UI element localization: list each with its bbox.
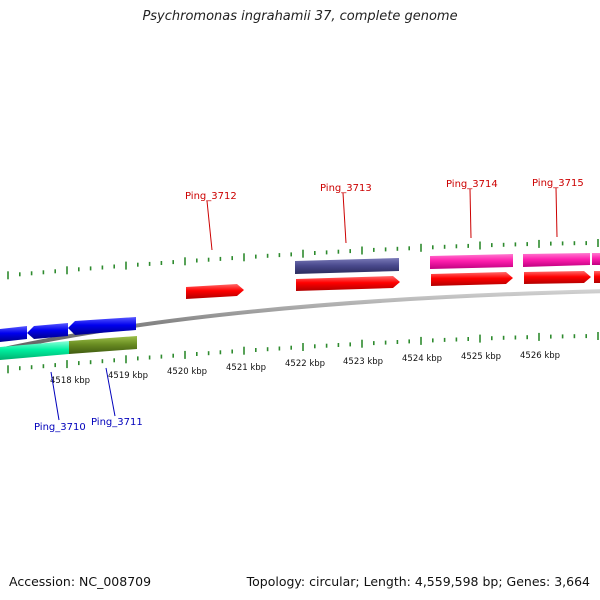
cds-arrow-ping-3715[interactable] (524, 271, 591, 284)
kbp-label: 4520 kbp (167, 367, 207, 377)
leader-line-ping-3712 (206, 200, 213, 251)
olive-feature-bar[interactable] (69, 336, 137, 354)
gene-labels: Ping_3712 Ping_3713 Ping_3714 Ping_3715 … (34, 178, 584, 433)
kbp-label: 4526 kbp (520, 351, 560, 361)
cds-arrow-ping-3714[interactable] (431, 272, 513, 286)
gene-label-ping-3710[interactable]: Ping_3710 (34, 422, 86, 433)
cds-arrow-reverse[interactable] (27, 323, 68, 339)
genome-backbone-arc (0, 289, 600, 352)
accession-text: Accession: NC_008709 (9, 574, 152, 589)
page-title: Psychromonas ingrahamii 37, complete gen… (142, 9, 458, 24)
leader-line-ping-3711 (105, 367, 116, 417)
leader-line-ping-3714 (469, 188, 472, 239)
leader-line-ping-3713 (342, 192, 347, 244)
feature-track-upper (295, 253, 600, 274)
cds-arrow-partial[interactable] (594, 271, 600, 283)
gene-label-ping-3714[interactable]: Ping_3714 (446, 179, 498, 190)
purple-feature-bar[interactable] (295, 258, 399, 274)
kbp-label: 4525 kbp (461, 352, 501, 362)
upper-tick-track (7, 239, 599, 280)
kbp-label: 4524 kbp (402, 354, 442, 364)
cds-arrow-ping-3712[interactable] (186, 284, 244, 299)
feature-track-lower (0, 336, 137, 360)
kbp-label: 4518 kbp (50, 376, 90, 386)
gene-label-ping-3713[interactable]: Ping_3713 (320, 183, 372, 194)
kbp-label: 4522 kbp (285, 359, 325, 369)
reverse-strand-track (0, 317, 136, 342)
kbp-label: 4523 kbp (343, 357, 383, 367)
cds-arrow-reverse[interactable] (68, 317, 136, 335)
leader-line-ping-3710 (50, 371, 60, 421)
magenta-feature-bar[interactable] (430, 254, 513, 269)
kbp-label: 4521 kbp (226, 363, 266, 373)
gene-leader-lines (50, 187, 558, 421)
lower-tick-track (7, 332, 599, 374)
leader-line-ping-3715 (555, 187, 558, 238)
gene-label-ping-3715[interactable]: Ping_3715 (532, 178, 584, 189)
cds-arrow-ping-3713[interactable] (296, 276, 400, 291)
kbp-scale: 4518 kbp 4519 kbp 4520 kbp 4521 kbp 4522… (50, 351, 560, 386)
gene-label-ping-3712[interactable]: Ping_3712 (185, 191, 237, 202)
kbp-label: 4519 kbp (108, 371, 148, 381)
magenta-feature-bar[interactable] (523, 253, 590, 267)
topology-text: Topology: circular; Length: 4,559,598 bp… (246, 574, 590, 589)
cyan-feature-bar[interactable] (0, 341, 69, 360)
cds-arrow-reverse[interactable] (0, 326, 27, 342)
magenta-feature-bar[interactable] (592, 253, 600, 265)
gene-label-ping-3711[interactable]: Ping_3711 (91, 417, 143, 428)
forward-strand-track (186, 271, 600, 299)
